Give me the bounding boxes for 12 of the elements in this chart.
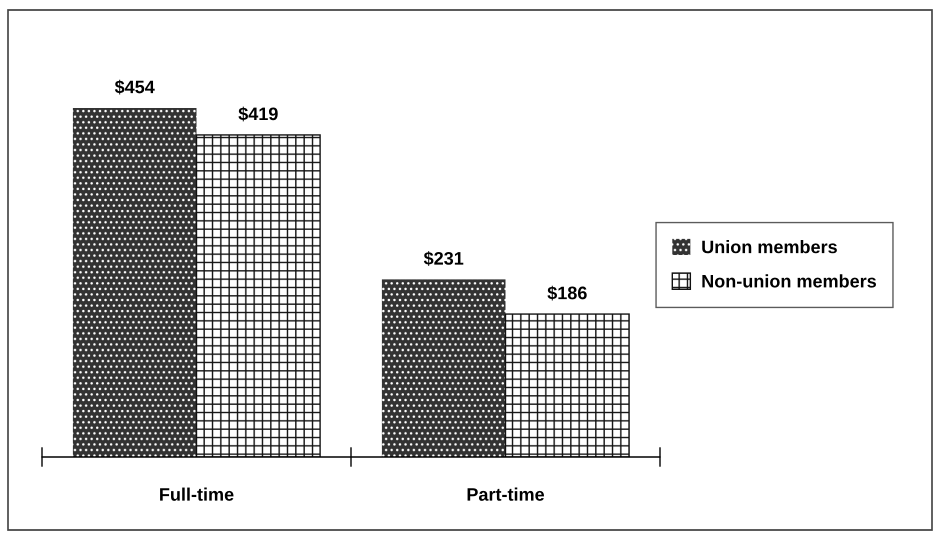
bar	[504, 313, 630, 457]
data-label: $186	[547, 286, 587, 300]
bar	[196, 134, 321, 457]
legend-label: Union members	[702, 240, 837, 254]
legend-label: Non-union members	[702, 274, 876, 288]
x-tick-label: Full-time	[160, 488, 234, 501]
data-label: $419	[238, 106, 278, 122]
bar	[72, 108, 196, 457]
data-label: $454	[114, 80, 155, 94]
bar	[382, 279, 506, 457]
data-label: $231	[424, 251, 464, 266]
x-tick-label: Part-time	[468, 488, 544, 501]
